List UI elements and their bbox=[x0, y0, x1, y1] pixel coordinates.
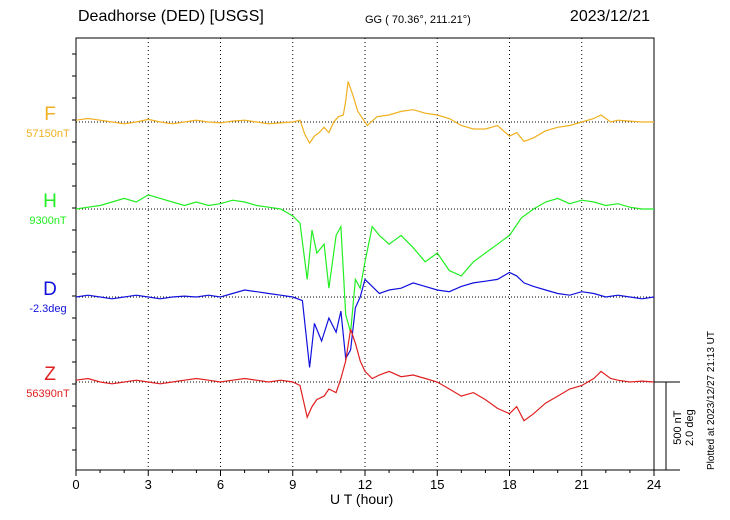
series-baseline-F: 57150nT bbox=[26, 128, 70, 140]
series-line-D bbox=[75, 271, 655, 368]
series-baseline-D: -2.3deg bbox=[29, 303, 66, 315]
x-tick-label-15: 15 bbox=[430, 477, 444, 492]
series-label-F: F bbox=[44, 104, 56, 125]
series-baseline-H: 9300nT bbox=[29, 215, 67, 227]
series-label-H: H bbox=[43, 191, 57, 212]
x-tick-label-6: 6 bbox=[217, 477, 224, 492]
series-baseline-Z: 56390nT bbox=[26, 388, 70, 400]
plotted-note: Plotted at 2023/12/27 21:13 UT bbox=[706, 331, 717, 470]
series-label-Z: Z bbox=[44, 364, 56, 385]
series-line-H bbox=[75, 194, 654, 333]
x-tick-label-21: 21 bbox=[575, 477, 589, 492]
scale-bar-label: 500 nT 2.0 deg bbox=[672, 409, 696, 446]
x-tick-label-24: 24 bbox=[647, 477, 661, 492]
chart-title: Deadhorse (DED) [USGS] bbox=[78, 8, 264, 25]
x-tick-label-18: 18 bbox=[502, 477, 516, 492]
x-tick-label-0: 0 bbox=[72, 477, 79, 492]
x-axis-label: U T (hour) bbox=[330, 491, 394, 507]
series-line-F bbox=[75, 81, 654, 145]
chart-date: 2023/12/21 bbox=[569, 8, 650, 25]
series-line-Z bbox=[75, 329, 655, 422]
station-coordinates: GG ( 70.36°, 211.21°) bbox=[365, 14, 471, 26]
x-tick-label-3: 3 bbox=[145, 477, 152, 492]
x-tick-label-9: 9 bbox=[289, 477, 296, 492]
scale-deg-label: 2.0 deg bbox=[684, 409, 696, 446]
series-label-D: D bbox=[43, 279, 57, 300]
x-tick-label-12: 12 bbox=[358, 477, 372, 492]
scale-nt-label: 500 nT bbox=[672, 410, 684, 445]
